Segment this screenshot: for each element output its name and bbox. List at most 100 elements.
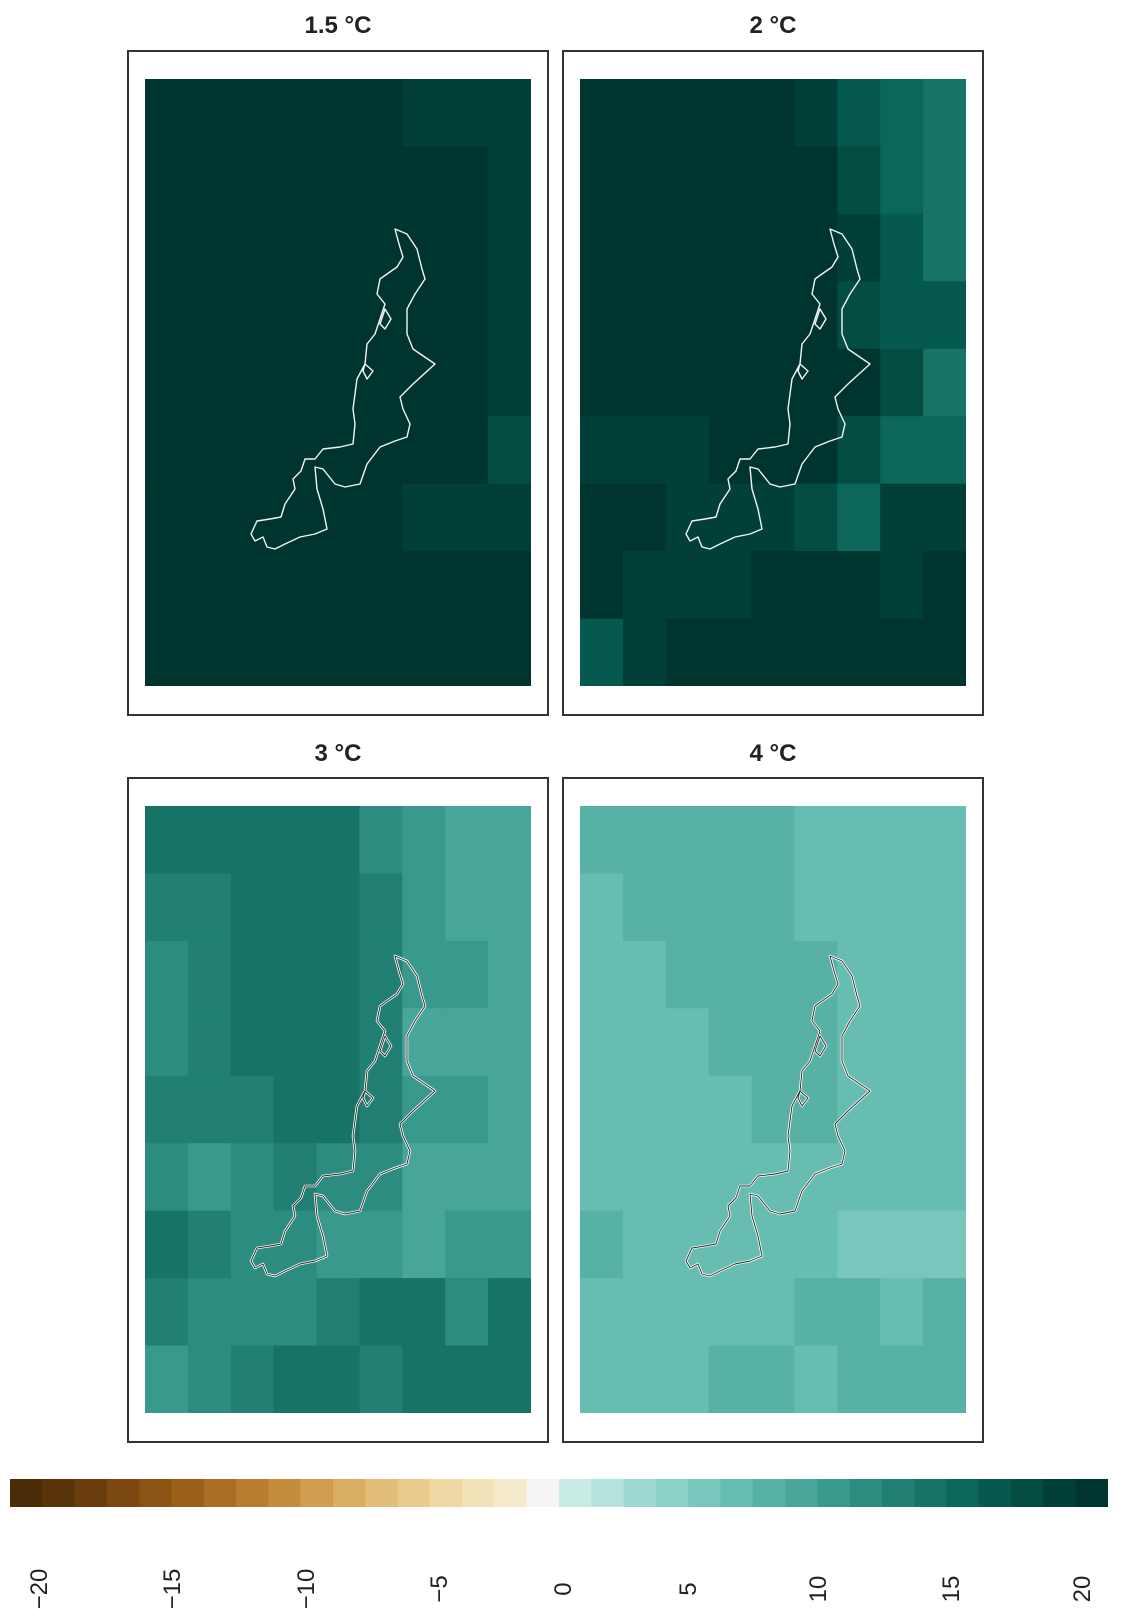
colorbar-swatch bbox=[397, 1479, 431, 1507]
grid-cell bbox=[880, 146, 924, 215]
grid-cell bbox=[359, 618, 403, 686]
grid-cell bbox=[880, 1143, 924, 1212]
grid-cell bbox=[923, 1278, 966, 1347]
colorbar-swatch bbox=[462, 1479, 496, 1507]
grid-cell bbox=[880, 940, 924, 1009]
grid-cell bbox=[794, 618, 838, 686]
panel-3c-map bbox=[145, 806, 531, 1413]
grid-cell bbox=[359, 940, 403, 1009]
grid-cell bbox=[187, 551, 232, 620]
grid-cell bbox=[794, 940, 838, 1009]
panel-2c-title: 2 °C bbox=[749, 12, 797, 39]
colorbar-tick-0: 0 bbox=[550, 1582, 577, 1596]
grid-cell bbox=[316, 483, 361, 552]
grid-cell bbox=[622, 483, 667, 552]
grid-cell bbox=[580, 1210, 624, 1279]
grid-cell bbox=[316, 281, 361, 350]
grid-cell bbox=[580, 1143, 624, 1212]
grid-cell bbox=[880, 1345, 924, 1413]
grid-cell bbox=[402, 618, 446, 686]
grid-cell bbox=[359, 1210, 403, 1279]
grid-cell bbox=[187, 1008, 232, 1077]
grid-cell bbox=[622, 806, 667, 875]
grid-cell bbox=[316, 79, 361, 148]
grid-cell bbox=[273, 1008, 318, 1077]
grid-cell bbox=[488, 1210, 531, 1279]
grid-cell bbox=[708, 1008, 753, 1077]
grid-cell bbox=[230, 873, 275, 942]
grid-cell bbox=[230, 1210, 275, 1279]
grid-cell bbox=[402, 348, 446, 417]
grid-cell bbox=[622, 1210, 667, 1279]
grid-cell bbox=[359, 1143, 403, 1212]
grid-cell bbox=[622, 1008, 667, 1077]
grid-cell bbox=[187, 1143, 232, 1212]
grid-cell bbox=[708, 1143, 753, 1212]
colorbar-swatch bbox=[429, 1479, 463, 1507]
grid-cell bbox=[580, 618, 624, 686]
grid-cell bbox=[273, 806, 318, 875]
grid-cell bbox=[402, 146, 446, 215]
colorbar-tick-15: 15 bbox=[938, 1575, 965, 1603]
grid-cell bbox=[923, 483, 966, 552]
grid-cell bbox=[488, 618, 531, 686]
grid-cell bbox=[880, 618, 924, 686]
grid-cell bbox=[751, 873, 796, 942]
grid-cell bbox=[923, 281, 966, 350]
grid-cell bbox=[445, 79, 489, 148]
colorbar-swatch bbox=[526, 1479, 560, 1507]
colorbar-tick-neg10: −10 bbox=[293, 1568, 320, 1610]
grid-cell bbox=[230, 940, 275, 1009]
grid-cell bbox=[316, 940, 361, 1009]
grid-cell bbox=[837, 146, 881, 215]
colorbar-swatch bbox=[752, 1479, 786, 1507]
grid-cell bbox=[402, 79, 446, 148]
grid-cell bbox=[923, 416, 966, 485]
panel-3c-title: 3 °C bbox=[314, 740, 362, 767]
grid-cell bbox=[488, 79, 531, 148]
grid-cell bbox=[316, 1345, 361, 1413]
grid-cell bbox=[273, 1143, 318, 1212]
grid-cell bbox=[923, 1345, 966, 1413]
grid-cell bbox=[230, 146, 275, 215]
colorbar-swatch bbox=[494, 1479, 528, 1507]
grid-cell bbox=[445, 213, 489, 282]
grid-cell bbox=[622, 1075, 667, 1144]
grid-cell bbox=[751, 416, 796, 485]
grid-cell bbox=[794, 806, 838, 875]
grid-cell bbox=[923, 213, 966, 282]
grid-cell bbox=[359, 1278, 403, 1347]
grid-cell bbox=[837, 348, 881, 417]
grid-cell bbox=[923, 618, 966, 686]
region-outline bbox=[250, 228, 436, 550]
grid-cell bbox=[316, 1278, 361, 1347]
panel-1-5c-map bbox=[145, 79, 531, 686]
grid-cell bbox=[665, 1278, 710, 1347]
region-outline bbox=[685, 228, 871, 550]
grid-cell bbox=[708, 940, 753, 1009]
grid-cell bbox=[445, 551, 489, 620]
grid-cell bbox=[580, 806, 624, 875]
grid-cell bbox=[880, 483, 924, 552]
grid-cell bbox=[880, 281, 924, 350]
grid-cell bbox=[273, 1075, 318, 1144]
grid-cell bbox=[751, 806, 796, 875]
colorbar-swatch bbox=[817, 1479, 851, 1507]
colorbar-swatch bbox=[785, 1479, 818, 1507]
panel-4c-map bbox=[580, 806, 966, 1413]
grid-cell bbox=[402, 806, 446, 875]
grid-cell bbox=[580, 1075, 624, 1144]
grid-cell bbox=[402, 551, 446, 620]
grid-cell bbox=[273, 79, 318, 148]
grid-cell bbox=[622, 873, 667, 942]
panel-2c-map bbox=[580, 79, 966, 686]
colorbar-swatch bbox=[1043, 1479, 1077, 1507]
grid-cell bbox=[187, 1345, 232, 1413]
colorbar-swatch bbox=[559, 1479, 592, 1507]
grid-cell bbox=[359, 416, 403, 485]
grid-cell bbox=[923, 79, 966, 148]
grid-cell bbox=[837, 806, 881, 875]
grid-cell bbox=[923, 1008, 966, 1077]
grid-cell bbox=[665, 213, 710, 282]
colorbar-tick-5: 5 bbox=[675, 1582, 702, 1596]
